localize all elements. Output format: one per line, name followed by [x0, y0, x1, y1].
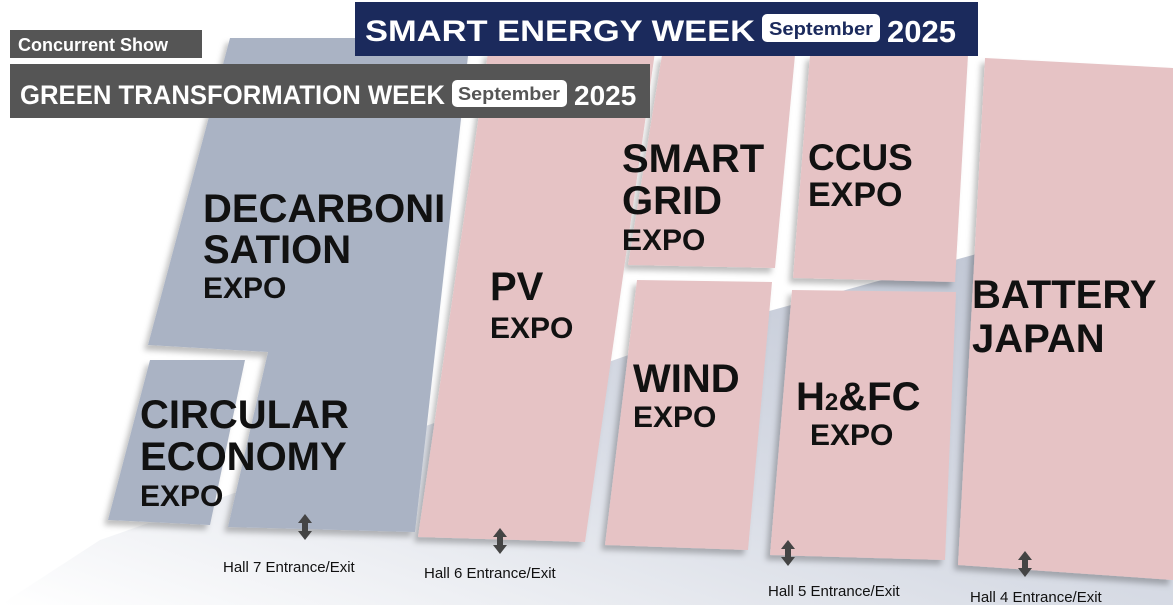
sub-badge-box	[452, 80, 567, 107]
arrow	[1018, 551, 1032, 577]
zone-circular	[108, 360, 245, 525]
main-badge: September	[769, 19, 873, 39]
concurrent-label: Concurrent Show	[18, 35, 169, 55]
sub-badge: September	[458, 84, 560, 104]
zone-label: JAPAN	[972, 317, 1105, 361]
h2-sub: 2	[825, 389, 838, 416]
zone-label: EXPO	[490, 312, 573, 345]
zone-label: CCUS	[808, 137, 913, 178]
zone-decarbonisation	[148, 38, 470, 532]
entrance-label: Hall 4 Entrance/Exit	[970, 589, 1103, 605]
zone-ccus	[793, 55, 968, 282]
zone-label: SATION	[203, 228, 351, 272]
arrow	[298, 514, 312, 540]
concurrent-box	[10, 30, 202, 58]
sub-year: 2025	[574, 80, 636, 111]
entrance-arrows	[298, 514, 1032, 577]
zone-label: SMART	[622, 137, 764, 181]
zone-label: EXPO	[203, 272, 286, 305]
zone-label: EXPO	[622, 224, 705, 257]
main-badge-box	[762, 14, 880, 42]
entrance-label: Hall 5 Entrance/Exit	[768, 583, 901, 600]
zone-label: BATTERY	[972, 273, 1157, 317]
zone-pv	[418, 52, 655, 542]
zone-label: H2&FC	[796, 375, 920, 419]
halls	[108, 38, 1173, 580]
zone-h2fc	[770, 290, 956, 560]
entrance-label: Hall 7 Entrance/Exit	[223, 559, 356, 576]
entrance-label: Hall 6 Entrance/Exit	[424, 565, 557, 582]
zone-smart-grid	[628, 55, 795, 268]
zone-label: CIRCULAR	[140, 393, 349, 437]
zone-label: EXPO	[140, 480, 223, 513]
main-year: 2025	[887, 14, 956, 49]
h2-h: H	[796, 375, 825, 419]
h2-fc: &FC	[838, 375, 920, 419]
zone-label: EXPO	[810, 419, 893, 452]
zone-wind	[605, 280, 772, 550]
zone-label: PV	[490, 265, 544, 309]
arrow	[781, 540, 795, 566]
main-title: SMART ENERGY WEEK	[365, 15, 755, 48]
zone-label: EXPO	[808, 176, 902, 214]
zone-label: DECARBONI	[203, 187, 445, 231]
zone-label: ECONOMY	[140, 435, 347, 479]
sub-title: GREEN TRANSFORMATION WEEK	[20, 80, 445, 110]
zone-label: GRID	[622, 179, 722, 223]
zone-label: EXPO	[633, 401, 716, 434]
arrow	[493, 528, 507, 554]
zone-battery	[958, 58, 1173, 580]
zone-label: WIND	[633, 357, 740, 401]
